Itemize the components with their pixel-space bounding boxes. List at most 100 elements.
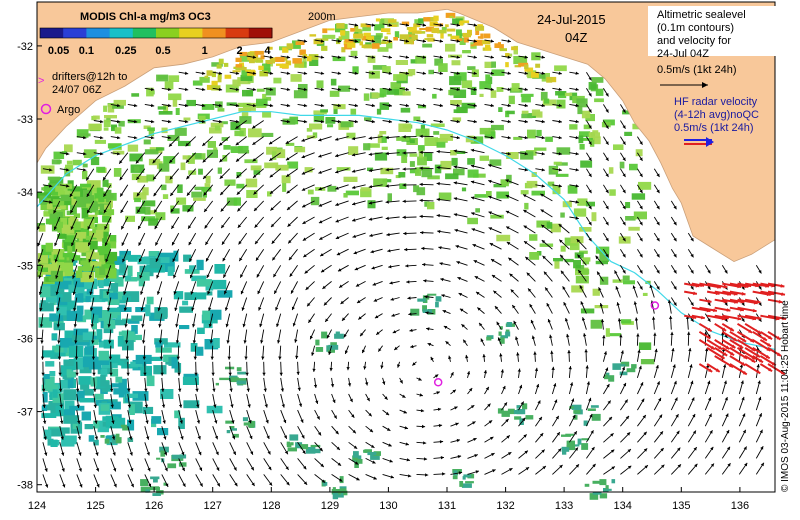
velocity-arrowhead — [387, 249, 391, 253]
velocity-arrowhead — [422, 55, 426, 59]
chl-patch — [379, 102, 389, 110]
velocity-arrowhead — [218, 87, 223, 91]
velocity-arrowhead — [161, 404, 166, 408]
velocity-arrowhead — [610, 433, 614, 437]
velocity-arrowhead — [543, 271, 548, 275]
velocity-arrowhead — [385, 184, 389, 188]
velocity-arrowhead — [338, 478, 343, 482]
velocity-arrowhead — [335, 137, 339, 141]
argo-legend-label: Argo — [57, 104, 80, 116]
chl-patch-offshore — [573, 410, 581, 414]
velocity-arrowhead — [355, 283, 360, 287]
velocity-arrowhead — [44, 452, 48, 456]
altimetry-legend-line-2: (0.1m contours) — [657, 22, 734, 34]
chl-patch-offshore — [587, 408, 596, 411]
chl-patch — [287, 161, 299, 169]
chl-patch-teal — [179, 325, 190, 330]
chl-patch — [575, 275, 589, 284]
velocity-arrowhead — [215, 451, 219, 456]
velocity-arrowhead — [605, 367, 609, 371]
velocity-arrowhead — [242, 323, 246, 328]
velocity-arrowhead — [189, 274, 193, 279]
chl-patch — [571, 285, 584, 293]
velocity-arrowhead — [37, 259, 41, 263]
velocity-arrowhead — [541, 87, 545, 91]
chl-patch-teal — [142, 406, 154, 414]
chl-patch — [425, 128, 430, 137]
velocity-arrowhead — [523, 210, 527, 213]
chl-patch — [372, 65, 387, 70]
velocity-arrowhead — [83, 136, 87, 140]
velocity-arrowhead — [77, 436, 81, 440]
date-label: 24-Jul-2015 — [537, 12, 606, 27]
velocity-arrowhead — [147, 467, 151, 472]
chl-patch — [332, 56, 346, 62]
velocity-arrowhead — [571, 398, 575, 402]
chl-patch-teal — [63, 274, 78, 281]
chl-patch — [105, 268, 117, 279]
hf-radar-arrowhead — [718, 345, 723, 350]
velocity-arrowhead — [337, 462, 342, 466]
velocity-arrowhead — [479, 322, 483, 327]
chl-patch — [556, 147, 571, 155]
chl-patch-teal — [127, 319, 140, 324]
velocity-arrowhead — [634, 317, 639, 321]
chl-patch — [60, 188, 73, 197]
chl-patch-teal — [38, 317, 53, 328]
velocity-arrowhead — [419, 214, 423, 219]
chl-patch — [162, 194, 169, 199]
chl-patch-offshore — [315, 339, 320, 346]
velocity-arrowhead — [95, 468, 100, 472]
velocity-arrowhead — [658, 397, 661, 402]
chl-patch — [103, 264, 116, 269]
chl-patch — [134, 197, 141, 203]
velocity-arrowhead — [442, 310, 447, 314]
chl-patch — [241, 109, 249, 118]
velocity-arrowhead — [368, 217, 373, 221]
chl-patch — [306, 135, 316, 139]
chl-patch — [417, 105, 427, 109]
chl-patch-teal — [114, 277, 124, 287]
velocity-arrowhead — [269, 87, 274, 91]
velocity-arrowhead — [625, 415, 629, 420]
chl-patch-high — [363, 32, 371, 37]
velocity-arrowhead — [188, 225, 192, 229]
velocity-arrowhead — [342, 317, 346, 321]
chl-patch-high — [365, 36, 375, 41]
velocity-arrowhead — [656, 270, 660, 274]
chl-patch — [363, 143, 371, 151]
chl-patch — [230, 122, 241, 131]
velocity-arrowhead — [458, 293, 462, 296]
velocity-arrowhead — [286, 119, 291, 124]
velocity-arrowhead — [742, 413, 746, 417]
velocity-arrowhead — [507, 103, 511, 108]
chl-patch-offshore — [230, 428, 237, 431]
chl-patch-teal — [153, 365, 167, 375]
chl-patch-teal — [209, 279, 227, 290]
velocity-arrowhead — [654, 348, 658, 353]
chl-patch-high — [341, 47, 346, 53]
velocity-arrowhead — [252, 87, 257, 91]
chl-patch — [386, 42, 393, 49]
velocity-arrowhead — [210, 356, 214, 360]
velocity-arrowhead — [656, 221, 660, 226]
velocity-arrowhead — [456, 71, 460, 75]
velocity-arrowhead — [335, 186, 339, 190]
chl-patch — [490, 214, 504, 219]
velocity-arrowhead — [670, 331, 674, 335]
velocity-arrowhead — [522, 417, 526, 422]
chl-patch — [242, 89, 254, 97]
velocity-arrowhead — [235, 119, 240, 124]
velocity-arrowhead — [140, 307, 144, 312]
chl-patch — [511, 83, 520, 92]
velocity-arrowhead — [54, 242, 58, 247]
colorbar-tick-label: 0.1 — [79, 45, 94, 57]
chl-patch — [377, 47, 389, 52]
velocity-arrowhead — [598, 287, 602, 291]
velocity-arrowhead — [595, 255, 599, 260]
chl-patch-teal — [183, 254, 192, 262]
chl-patch-teal — [42, 392, 48, 403]
chl-patch — [333, 107, 338, 114]
velocity-arrowhead — [94, 420, 98, 424]
velocity-arrowhead — [402, 215, 406, 219]
